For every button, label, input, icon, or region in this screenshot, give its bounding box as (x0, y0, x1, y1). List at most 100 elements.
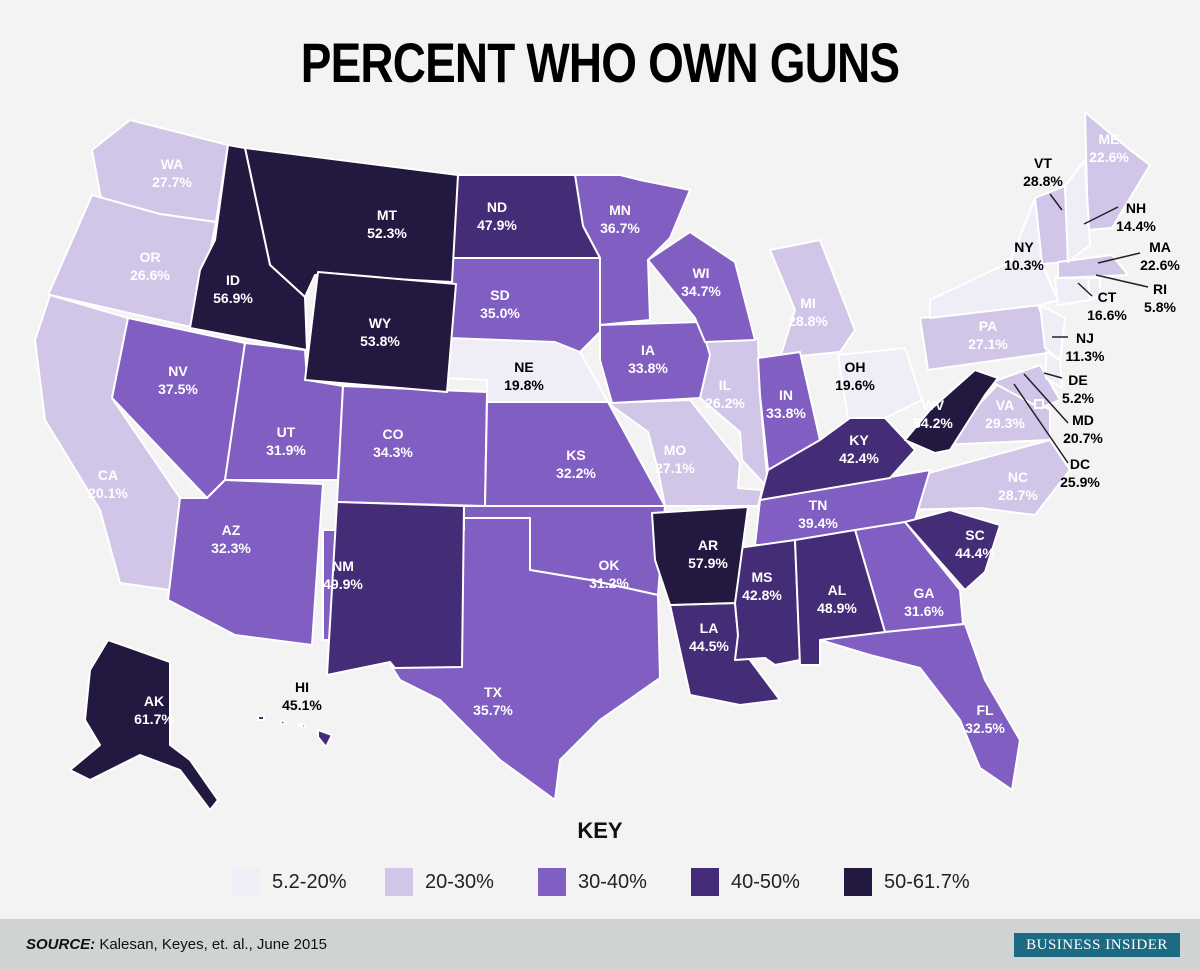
legend-swatch (232, 868, 260, 896)
source-text: Kalesan, Keyes, et. al., June 2015 (95, 936, 327, 953)
legend-item: 40-50% (691, 868, 844, 896)
svg-text:DE5.2%: DE 5.2% (1062, 372, 1094, 406)
legend-label: 50-61.7% (884, 870, 970, 893)
state-AK[interactable] (69, 639, 219, 811)
svg-text:RI5.8%: RI 5.8% (1144, 281, 1176, 315)
state-IL[interactable] (699, 337, 769, 489)
state-ND[interactable] (449, 174, 601, 259)
source-prefix: SOURCE: (26, 936, 96, 953)
state-HI[interactable] (257, 715, 333, 748)
state-AZ[interactable] (167, 479, 324, 646)
state-DC[interactable] (1034, 399, 1044, 409)
state-KY[interactable] (759, 417, 916, 501)
brand-logo: BUSINESS INSIDER (1014, 933, 1180, 957)
legend-label: 30-40% (578, 870, 647, 893)
legend-label: 40-50% (731, 870, 800, 893)
leader-lines (1013, 193, 1149, 464)
state-NY[interactable] (929, 197, 1059, 319)
legend-label: 20-30% (425, 870, 494, 893)
state-WI[interactable] (647, 231, 756, 343)
map-title: PERCENT WHO OWN GUNS (300, 31, 900, 94)
state-AR[interactable] (651, 506, 749, 606)
legend-item: 20-30% (385, 868, 538, 896)
source-credit: SOURCE: Kalesan, Keyes, et. al., June 20… (26, 936, 327, 953)
legend-item: 5.2-20% (232, 868, 385, 896)
state-CT[interactable] (1054, 277, 1091, 306)
legend-swatch (691, 868, 719, 896)
legend-item: 30-40% (538, 868, 691, 896)
state-NM[interactable] (326, 501, 465, 676)
legend-swatch (538, 868, 566, 896)
state-NH[interactable] (1064, 159, 1091, 263)
footer: SOURCE: Kalesan, Keyes, et. al., June 20… (0, 919, 1200, 970)
legend-swatch (385, 868, 413, 896)
legend: 5.2-20% 20-30% 30-40% 40-50% 50-61.7% (232, 868, 997, 896)
state-WV[interactable] (904, 369, 999, 454)
state-DE[interactable] (1045, 351, 1063, 389)
state-MI[interactable] (769, 239, 856, 359)
legend-swatch (844, 868, 872, 896)
legend-label: 5.2-20% (272, 870, 347, 893)
state-SC[interactable] (904, 509, 1001, 591)
state-OH[interactable] (837, 347, 923, 419)
state-AL[interactable] (794, 529, 886, 666)
legend-title: KEY (577, 818, 623, 843)
legend-item: 50-61.7% (844, 868, 997, 896)
state-WY[interactable] (304, 271, 457, 393)
state-FL[interactable] (819, 623, 1021, 791)
state-ID[interactable] (189, 144, 308, 351)
us-map: WA 27.7% OR 26.6% CA 20.1% ID 56.9% NV 37.5% … (34, 111, 1180, 811)
state-labels: WA 27.7% OR 26.6% CA 20.1% ID 56.9% NV 37.5% … (88, 131, 1180, 736)
state-SD[interactable] (447, 257, 601, 353)
